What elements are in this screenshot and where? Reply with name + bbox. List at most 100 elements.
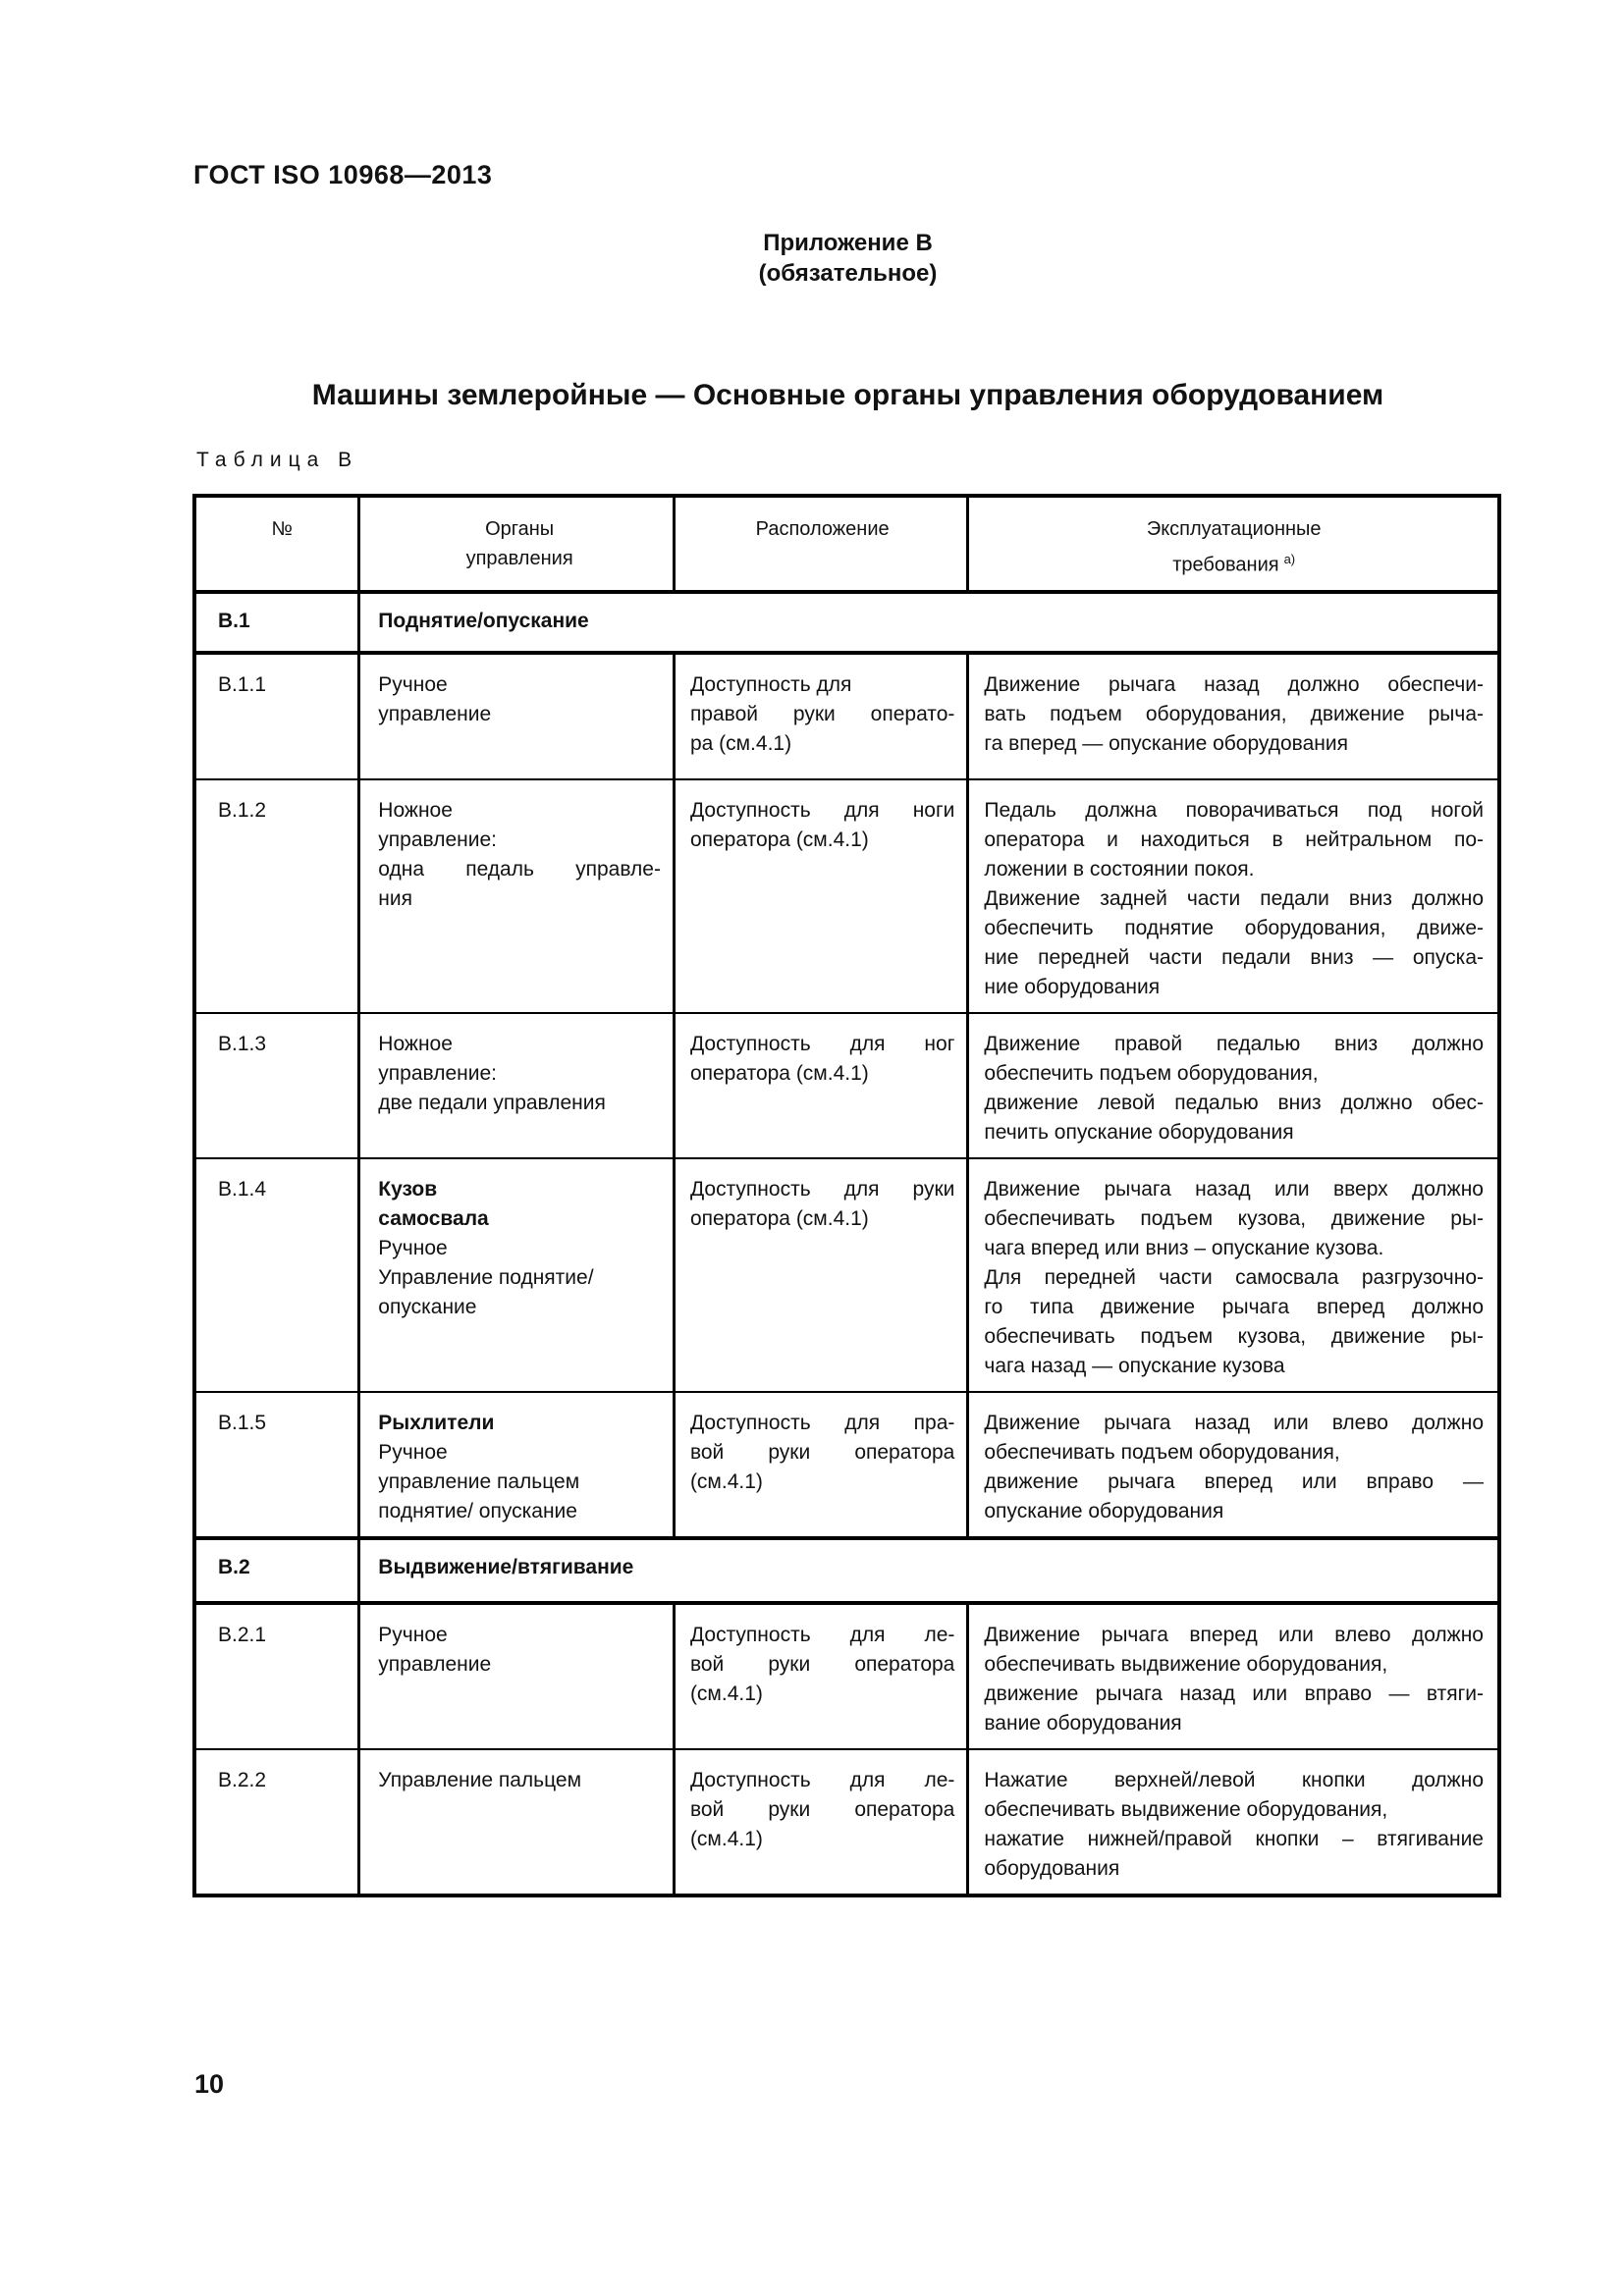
cell-line: управление bbox=[378, 702, 492, 725]
header-control: Органы управления bbox=[357, 498, 673, 590]
cell-line: две педали управления bbox=[378, 1091, 606, 1114]
cell-requirements: Движение правой педалью вниз должно обесп… bbox=[966, 1013, 1497, 1157]
controls-table: № Органы управления Расположение Эксплуатаци… bbox=[192, 494, 1501, 1897]
cell-line: ра (см.4.1) bbox=[689, 731, 792, 755]
cell-line: поднятие/ опускание bbox=[378, 1499, 577, 1522]
cell-line: (см.4.1) bbox=[689, 1682, 763, 1705]
cell-line: опускание оборудования bbox=[984, 1499, 1224, 1522]
cell-line: чага вперед или вниз – опускание кузова. bbox=[984, 1236, 1384, 1259]
cell-line: обеспечить подъем оборудования, bbox=[984, 1061, 1319, 1085]
header-num: № bbox=[271, 518, 293, 540]
cell-line: Нажатие верхней/левой кнопки должно bbox=[984, 1768, 1484, 1791]
cell-line: оператора и находиться в нейтральном по- bbox=[984, 828, 1484, 851]
cell-line: Ручное bbox=[378, 672, 448, 696]
cell-line: управление пальцем bbox=[378, 1469, 580, 1493]
cell-line: самосвала bbox=[378, 1206, 489, 1230]
cell-control: Кузов самосвала Ручное Управление поднятие/… bbox=[357, 1158, 673, 1391]
cell-num: В.1.4 bbox=[218, 1177, 267, 1201]
cell-line: вой руки оператора bbox=[689, 1797, 955, 1821]
cell-line: оператора (см.4.1) bbox=[689, 1061, 869, 1085]
cell-control: Управление пальцем bbox=[357, 1749, 673, 1894]
cell-line: Педаль должна поворачиваться под ногой bbox=[984, 798, 1484, 822]
cell-line: оператора (см.4.1) bbox=[689, 1206, 869, 1230]
cell-line: ние передней части педали вниз — опуска- bbox=[984, 945, 1484, 969]
cell-requirements: Движение рычага назад должно обеспечи-ва… bbox=[966, 654, 1497, 778]
header-line: управления bbox=[465, 548, 573, 569]
cell-line: Движение рычага назад должно обеспечи- bbox=[984, 672, 1484, 696]
annex-type: (обязательное) bbox=[758, 260, 938, 287]
cell-requirements: Движение рычага назад или вверх должно об… bbox=[966, 1158, 1497, 1391]
header-line: требования а) bbox=[984, 545, 1484, 580]
cell-line: Доступность для ле- bbox=[689, 1768, 955, 1791]
cell-line: движение рычага вперед или вправо — bbox=[984, 1469, 1484, 1493]
cell-location: Доступность для пра-вой руки оператора (с… bbox=[672, 1392, 966, 1536]
annex-heading: Приложение В (обязательное) bbox=[193, 228, 1502, 289]
cell-line: ние оборудования bbox=[984, 975, 1161, 998]
cell-line: оборудования bbox=[984, 1856, 1120, 1880]
cell-line: обеспечивать подъем оборудования, bbox=[984, 1440, 1340, 1464]
section-row: В.1 Поднятие/опускание bbox=[196, 589, 1497, 651]
cell-line: Доступность для ноги bbox=[689, 798, 955, 822]
cell-control: Ножное управление: две педали управления bbox=[357, 1013, 673, 1157]
cell-line: Движение рычага вперед или влево должно bbox=[984, 1623, 1484, 1646]
cell-line: Движение задней части педали вниз должно bbox=[984, 886, 1484, 910]
section-row: В.2 Выдвижение/втягивание bbox=[196, 1535, 1497, 1601]
table-row: В.1.4 Кузов самосвала Ручное Управление подн… bbox=[196, 1156, 1497, 1391]
cell-line: обеспечивать подъем кузова, движение ры- bbox=[984, 1324, 1484, 1348]
cell-line: Доступность для руки bbox=[689, 1177, 955, 1201]
cell-line: управление bbox=[378, 1652, 492, 1676]
table-header-row: № Органы управления Расположение Эксплуатаци… bbox=[196, 498, 1497, 590]
cell-line: Движение рычага назад или вверх должно bbox=[984, 1177, 1484, 1201]
cell-line: обеспечивать выдвижение оборудования, bbox=[984, 1652, 1388, 1676]
cell-num: В.1 bbox=[218, 609, 250, 632]
cell-control: Рыхлители Ручное управление пальцем подняти… bbox=[357, 1392, 673, 1536]
header-requirements-text: требования bbox=[1172, 554, 1279, 576]
cell-line: Ручное bbox=[378, 1236, 448, 1259]
cell-line: Ручное bbox=[378, 1623, 448, 1646]
cell-requirements: Нажатие верхней/левой кнопки должно обесп… bbox=[966, 1749, 1497, 1894]
cell-num: В.2.2 bbox=[218, 1768, 267, 1791]
header-requirements: Эксплуатационные требования а) bbox=[966, 498, 1497, 590]
cell-line: (см.4.1) bbox=[689, 1469, 763, 1493]
cell-line: ложении в состоянии покоя. bbox=[984, 857, 1255, 881]
cell-line: Движение правой педалью вниз должно bbox=[984, 1032, 1484, 1055]
cell-control: Ножное управление: одна педаль управле-ния bbox=[357, 779, 673, 1012]
table-row: В.1.5 Рыхлители Ручное управление пальцем по… bbox=[196, 1390, 1497, 1536]
cell-requirements: Педаль должна поворачиваться под ногой оп… bbox=[966, 779, 1497, 1012]
cell-line: движение рычага назад или вправо — втяги… bbox=[984, 1682, 1484, 1705]
cell-num: В.1.2 bbox=[218, 798, 267, 822]
cell-line: движение левой педалью вниз должно обес- bbox=[984, 1091, 1484, 1114]
cell-requirements: Движение рычага вперед или влево должно о… bbox=[966, 1604, 1497, 1748]
cell-line: печить опускание оборудования bbox=[984, 1120, 1294, 1144]
cell-line: Управление пальцем bbox=[378, 1768, 582, 1791]
cell-line: га вперед — опускание оборудования bbox=[984, 731, 1348, 755]
header-line: Органы bbox=[485, 518, 555, 540]
document-title: Машины землеройные — Основные органы упр… bbox=[311, 379, 1384, 411]
cell-line: Рыхлители bbox=[378, 1411, 495, 1434]
footnote-mark: а) bbox=[1283, 552, 1296, 566]
cell-line: обеспечивать выдвижение оборудования, bbox=[984, 1797, 1388, 1821]
annex-label: Приложение В bbox=[763, 230, 933, 256]
cell-line: оператора (см.4.1) bbox=[689, 828, 869, 851]
table-row: В.1.2 Ножное управление: одна педаль управл… bbox=[196, 777, 1497, 1012]
cell-line: го типа движение рычага вперед должно bbox=[984, 1295, 1484, 1318]
cell-line: Для передней части самосвала разгрузочно… bbox=[984, 1265, 1484, 1289]
cell-control: Ручное управление bbox=[357, 654, 673, 778]
standard-code: ГОСТ ISO 10968—2013 bbox=[193, 160, 493, 189]
cell-location: Доступность для руки оператора (см.4.1) bbox=[672, 1158, 966, 1391]
page-number: 10 bbox=[194, 2069, 225, 2099]
cell-requirements: Движение рычага назад или влево должно об… bbox=[966, 1392, 1497, 1536]
cell-line: Движение рычага назад или влево должно bbox=[984, 1411, 1484, 1434]
cell-line: (см.4.1) bbox=[689, 1827, 763, 1850]
cell-line: одна педаль управле- bbox=[378, 857, 661, 881]
cell-num: В.1.3 bbox=[218, 1032, 267, 1055]
cell-line: вой руки оператора bbox=[689, 1652, 955, 1676]
cell-location: Доступность для ног оператора (см.4.1) bbox=[672, 1013, 966, 1157]
cell-line: вой руки оператора bbox=[689, 1440, 955, 1464]
cell-num: В.1.1 bbox=[218, 672, 267, 696]
cell-location: Доступность для ле-вой руки оператора (см… bbox=[672, 1604, 966, 1748]
cell-line: правой руки операто- bbox=[689, 702, 955, 725]
cell-num: В.2 bbox=[218, 1555, 250, 1578]
section-title: Выдвижение/втягивание bbox=[357, 1539, 1497, 1601]
cell-line: управление: bbox=[378, 1061, 497, 1085]
